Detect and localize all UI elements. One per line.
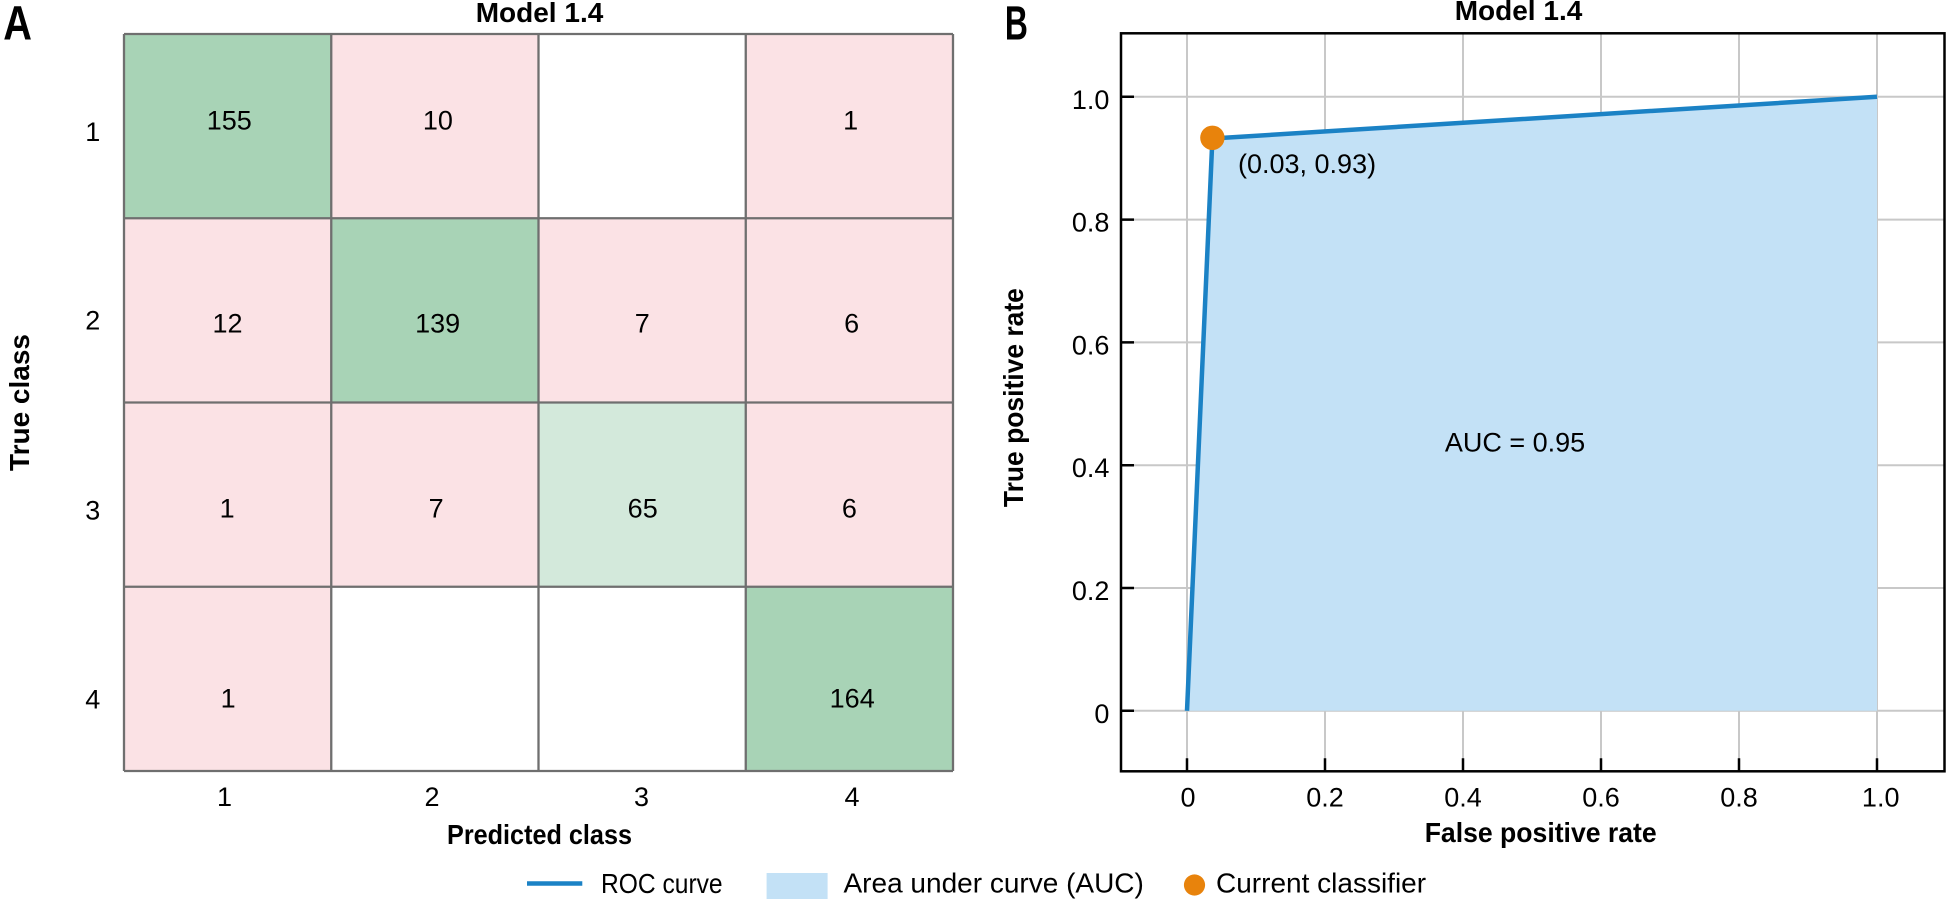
svg-text:0.8: 0.8	[1720, 783, 1758, 813]
svg-text:4: 4	[844, 782, 859, 812]
svg-text:A: A	[3, 0, 32, 50]
svg-text:True positive rate: True positive rate	[998, 288, 1029, 507]
svg-text:0.4: 0.4	[1444, 783, 1482, 813]
svg-text:1: 1	[221, 683, 236, 713]
svg-text:Model 1.4: Model 1.4	[1455, 0, 1583, 26]
svg-text:3: 3	[634, 782, 649, 812]
svg-text:139: 139	[415, 308, 460, 338]
svg-text:ROC curve: ROC curve	[601, 868, 723, 899]
svg-text:1: 1	[217, 782, 232, 812]
svg-text:12: 12	[212, 308, 242, 338]
svg-text:0: 0	[1094, 699, 1109, 729]
svg-text:1.0: 1.0	[1862, 783, 1900, 813]
svg-text:7: 7	[635, 308, 650, 338]
svg-text:True class: True class	[4, 334, 35, 471]
svg-text:7: 7	[429, 494, 444, 524]
svg-text:0.2: 0.2	[1072, 576, 1110, 606]
svg-text:155: 155	[207, 105, 252, 135]
svg-text:1: 1	[843, 105, 858, 135]
svg-text:Area under curve (AUC): Area under curve (AUC)	[844, 868, 1144, 899]
svg-text:AUC = 0.95: AUC = 0.95	[1445, 428, 1585, 458]
svg-text:2: 2	[424, 782, 439, 812]
svg-text:10: 10	[423, 105, 453, 135]
svg-text:(0.03, 0.93): (0.03, 0.93)	[1238, 149, 1376, 179]
svg-text:6: 6	[842, 494, 857, 524]
svg-text:0: 0	[1180, 783, 1195, 813]
svg-text:0.6: 0.6	[1072, 330, 1110, 360]
svg-text:1: 1	[220, 494, 235, 524]
svg-text:B: B	[1005, 0, 1028, 50]
svg-text:0.6: 0.6	[1582, 783, 1620, 813]
svg-text:6: 6	[844, 308, 859, 338]
svg-text:65: 65	[628, 494, 658, 524]
svg-text:1: 1	[85, 117, 100, 147]
svg-text:0.8: 0.8	[1072, 208, 1110, 238]
svg-text:False positive rate: False positive rate	[1425, 817, 1657, 848]
svg-text:Current classifier: Current classifier	[1216, 868, 1426, 899]
svg-text:2: 2	[85, 306, 100, 336]
svg-text:164: 164	[830, 683, 875, 713]
svg-text:3: 3	[85, 495, 100, 525]
svg-text:0.4: 0.4	[1072, 453, 1110, 483]
svg-text:0.2: 0.2	[1306, 783, 1344, 813]
svg-text:1.0: 1.0	[1072, 85, 1110, 115]
svg-text:Model 1.4: Model 1.4	[476, 0, 604, 28]
svg-text:4: 4	[85, 685, 100, 715]
svg-text:Predicted class: Predicted class	[447, 819, 632, 850]
